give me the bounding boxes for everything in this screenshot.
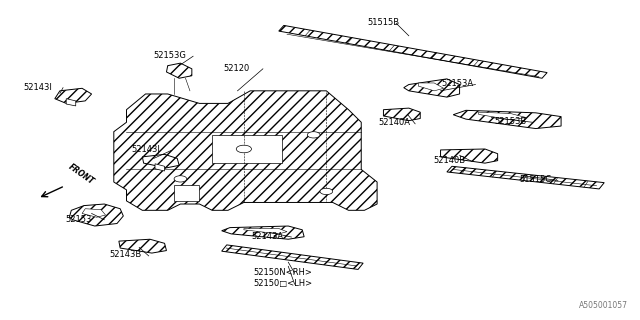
Text: 51515C: 51515C bbox=[519, 175, 551, 184]
Polygon shape bbox=[419, 83, 444, 91]
Text: 52153: 52153 bbox=[65, 215, 92, 224]
Polygon shape bbox=[404, 79, 460, 97]
Text: 52153A: 52153A bbox=[442, 79, 474, 88]
Circle shape bbox=[307, 132, 320, 138]
Circle shape bbox=[320, 188, 333, 195]
Text: 52120: 52120 bbox=[223, 64, 250, 73]
Polygon shape bbox=[82, 209, 106, 217]
Text: 52143J: 52143J bbox=[131, 145, 160, 155]
Polygon shape bbox=[166, 63, 192, 78]
Polygon shape bbox=[66, 99, 76, 106]
Polygon shape bbox=[383, 108, 420, 121]
Polygon shape bbox=[221, 226, 304, 239]
Text: 52150N<RH>: 52150N<RH> bbox=[253, 268, 312, 277]
Text: 52140A: 52140A bbox=[378, 118, 410, 127]
Polygon shape bbox=[440, 149, 498, 163]
Polygon shape bbox=[142, 154, 179, 168]
Polygon shape bbox=[55, 88, 92, 103]
Polygon shape bbox=[212, 135, 282, 163]
Text: 51515B: 51515B bbox=[367, 19, 400, 28]
Text: 52143A: 52143A bbox=[252, 232, 284, 241]
Polygon shape bbox=[174, 185, 200, 201]
Text: 52150□<LH>: 52150□<LH> bbox=[253, 279, 312, 288]
Text: 52153G: 52153G bbox=[154, 51, 187, 60]
Text: 52143B: 52143B bbox=[109, 251, 141, 260]
Polygon shape bbox=[279, 25, 547, 78]
Text: 52153B: 52153B bbox=[495, 117, 527, 126]
Polygon shape bbox=[453, 110, 561, 129]
Polygon shape bbox=[69, 204, 124, 226]
Polygon shape bbox=[119, 239, 166, 253]
Text: 52140B: 52140B bbox=[433, 156, 465, 165]
Text: FRONT: FRONT bbox=[66, 163, 95, 187]
Circle shape bbox=[236, 145, 252, 153]
Polygon shape bbox=[244, 228, 287, 234]
Polygon shape bbox=[155, 164, 164, 171]
Circle shape bbox=[174, 176, 187, 182]
Polygon shape bbox=[479, 112, 526, 120]
Polygon shape bbox=[114, 91, 377, 210]
Text: 52143I: 52143I bbox=[23, 83, 52, 92]
Polygon shape bbox=[447, 166, 604, 189]
Text: A505001057: A505001057 bbox=[579, 301, 628, 310]
Polygon shape bbox=[221, 245, 363, 269]
